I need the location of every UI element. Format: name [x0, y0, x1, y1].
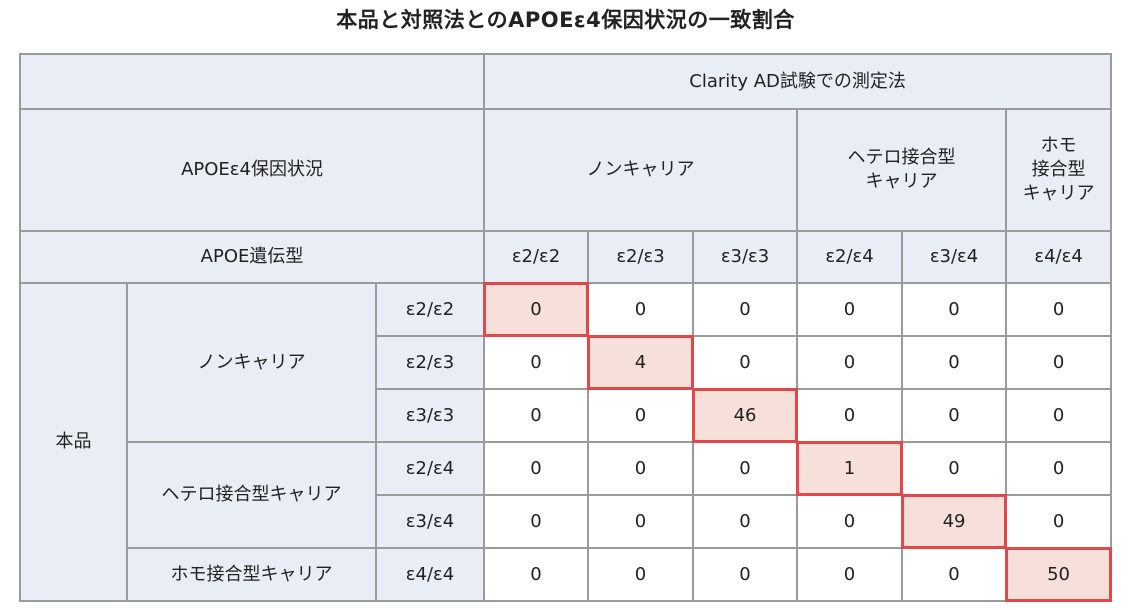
matrix-cell: 0 — [901, 547, 1008, 602]
row-genotype: ε2/ε2 — [374, 282, 486, 337]
matrix-cell: 0 — [483, 335, 590, 390]
matrix-cell: 0 — [901, 282, 1008, 337]
agreement-table: Clarity AD試験での測定法 APOEε4保因状況 ノンキャリア ヘテロ接… — [18, 53, 1113, 602]
matrix-cell: 0 — [692, 282, 799, 337]
page-title: 本品と対照法とのAPOEε4保因状況の一致割合 — [336, 8, 795, 32]
matrix-cell: 0 — [483, 388, 590, 443]
table-row: ホモ接合型キャリア ε4/ε4 0 0 0 0 0 50 — [20, 547, 1113, 602]
matrix-cell: 0 — [1005, 388, 1113, 443]
row-genotype: ε2/ε3 — [374, 335, 486, 390]
col-genotype: ε3/ε3 — [692, 230, 799, 284]
matrix-cell: 0 — [1005, 335, 1113, 390]
matrix-cell: 0 — [796, 388, 904, 443]
matrix-cell: 0 — [483, 282, 590, 337]
table-row: ε3/ε3 0 0 46 0 0 0 — [20, 388, 1113, 443]
matrix-cell: 46 — [692, 388, 799, 443]
table-row: 本品 ノンキャリア ε2/ε2 0 0 0 0 0 0 — [19, 282, 1113, 602]
row-group-hetero: ヘテロ接合型キャリア — [126, 441, 377, 549]
col-group-noncarrier: ノンキャリア — [483, 108, 799, 232]
matrix-cell: 0 — [796, 494, 904, 549]
matrix-cell: 0 — [796, 335, 904, 390]
matrix-cell: 50 — [1005, 547, 1113, 602]
matrix-cell: 0 — [1005, 282, 1113, 337]
table-row: ヘテロ接合型キャリア ε2/ε4 0 0 0 1 0 0 — [20, 441, 1113, 549]
col-genotype: ε4/ε4 — [1005, 230, 1113, 284]
status-header: APOEε4保因状況 — [18, 108, 486, 232]
row-genotype: ε2/ε4 — [374, 441, 486, 496]
row-group-noncarrier: ノンキャリア — [126, 282, 377, 443]
matrix-cell: 0 — [587, 282, 695, 337]
matrix-cell: 0 — [692, 441, 799, 496]
table-row: ε2/ε3 0 4 0 0 0 0 — [20, 335, 1113, 390]
comparator-header: Clarity AD試験での測定法 — [483, 53, 1113, 110]
col-genotype: ε2/ε3 — [587, 230, 695, 284]
col-group-hetero: ヘテロ接合型 キャリア — [796, 108, 1008, 232]
matrix-cell: 0 — [901, 441, 1008, 496]
matrix-cell: 0 — [692, 547, 799, 602]
row-group-homo: ホモ接合型キャリア — [126, 547, 377, 602]
col-genotype: ε2/ε4 — [796, 230, 904, 284]
matrix-cell: 0 — [901, 335, 1008, 390]
matrix-cell: 0 — [1005, 441, 1113, 496]
matrix-cell: 0 — [587, 547, 695, 602]
matrix-cell: 0 — [587, 388, 695, 443]
row-genotype: ε3/ε3 — [374, 388, 486, 443]
matrix-cell: 0 — [587, 494, 695, 549]
table-row: ε3/ε4 0 0 0 0 49 0 — [20, 494, 1113, 549]
row-genotype: ε4/ε4 — [374, 547, 486, 602]
matrix-cell: 0 — [901, 388, 1008, 443]
matrix-cell: 0 — [796, 282, 904, 337]
matrix-cell: 1 — [796, 441, 904, 496]
row-genotype: ε3/ε4 — [374, 494, 486, 549]
col-genotype: ε2/ε2 — [483, 230, 590, 284]
matrix-cell: 0 — [483, 547, 590, 602]
matrix-cell: 0 — [483, 494, 590, 549]
matrix-cell: 0 — [796, 547, 904, 602]
matrix-cell: 0 — [483, 441, 590, 496]
matrix-cell: 0 — [692, 335, 799, 390]
corner-blank — [18, 53, 486, 110]
genotype-header: APOE遺伝型 — [18, 230, 486, 284]
matrix-cell: 4 — [587, 335, 695, 390]
matrix-cell: 0 — [692, 494, 799, 549]
col-group-homo: ホモ 接合型 キャリア — [1005, 108, 1113, 232]
matrix-cell: 0 — [1005, 494, 1113, 549]
matrix-cell: 49 — [901, 494, 1008, 549]
row-product-label: 本品 — [19, 282, 128, 602]
col-genotype: ε3/ε4 — [901, 230, 1008, 284]
matrix-cell: 0 — [587, 441, 695, 496]
